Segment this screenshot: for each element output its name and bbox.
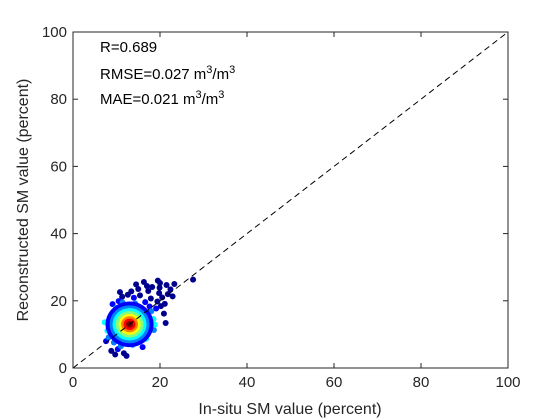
scatter-point (154, 298, 161, 305)
x-tick-label: 80 (413, 374, 430, 391)
scatter-point (156, 284, 163, 291)
scatter-point (163, 282, 170, 289)
y-tick-label: 40 (50, 226, 67, 243)
scatter-point (169, 293, 176, 300)
scatter-point (136, 292, 143, 299)
scatter-point (135, 286, 142, 293)
scatter-point (143, 283, 150, 290)
x-tick-label: 20 (152, 374, 169, 391)
y-tick-label: 80 (50, 91, 67, 108)
one-to-one-reference-line (72, 31, 509, 369)
scatter-point (116, 289, 123, 296)
y-tick-label: 100 (42, 24, 67, 41)
annotation-mae: MAE=0.021 m3/m3 (100, 89, 224, 108)
axes-box (72, 31, 509, 369)
scatter-point (161, 300, 168, 307)
scatter-point (133, 281, 140, 288)
scatter-point (162, 319, 169, 326)
x-tick-label: 0 (69, 374, 77, 391)
scatter-point (119, 293, 126, 300)
scatter-point (156, 290, 163, 297)
scatter-point (153, 305, 160, 312)
x-tick-label: 60 (326, 374, 343, 391)
scatter-point (128, 288, 135, 295)
scatter-point (171, 281, 178, 287)
scatter-point (123, 352, 130, 359)
scatter-point (139, 344, 146, 351)
scatter-point (145, 288, 152, 295)
annotation-r: R=0.689 (100, 39, 157, 56)
x-tick-label: 100 (495, 374, 520, 391)
scatter-point (142, 299, 149, 306)
axis-ticks: 0 20 40 60 80 100 0 20 40 60 80 100 (42, 24, 521, 391)
y-axis-label: Reconstructed SM value (percent) (15, 79, 32, 322)
scatter-point (146, 303, 153, 310)
scatter-point (130, 294, 137, 301)
scatter-point (159, 294, 166, 301)
scatter-point (108, 347, 115, 354)
scatter-point (167, 286, 174, 293)
scatter-point (147, 295, 154, 302)
scatter-point (154, 277, 161, 284)
scatter-point (190, 276, 197, 283)
scatter-point (109, 301, 116, 308)
y-tick-label: 60 (50, 158, 67, 175)
x-tick-label: 40 (239, 374, 256, 391)
scatter-point (112, 351, 119, 358)
annotation-rmse: RMSE=0.027 m3/m3 (100, 64, 235, 83)
scatter-point (164, 291, 171, 298)
y-tick-label: 0 (59, 360, 67, 377)
scatter-point (160, 310, 167, 317)
x-axis-label: In-situ SM value (percent) (198, 401, 381, 418)
y-tick-label: 20 (50, 293, 67, 310)
scatter-point (149, 284, 156, 291)
